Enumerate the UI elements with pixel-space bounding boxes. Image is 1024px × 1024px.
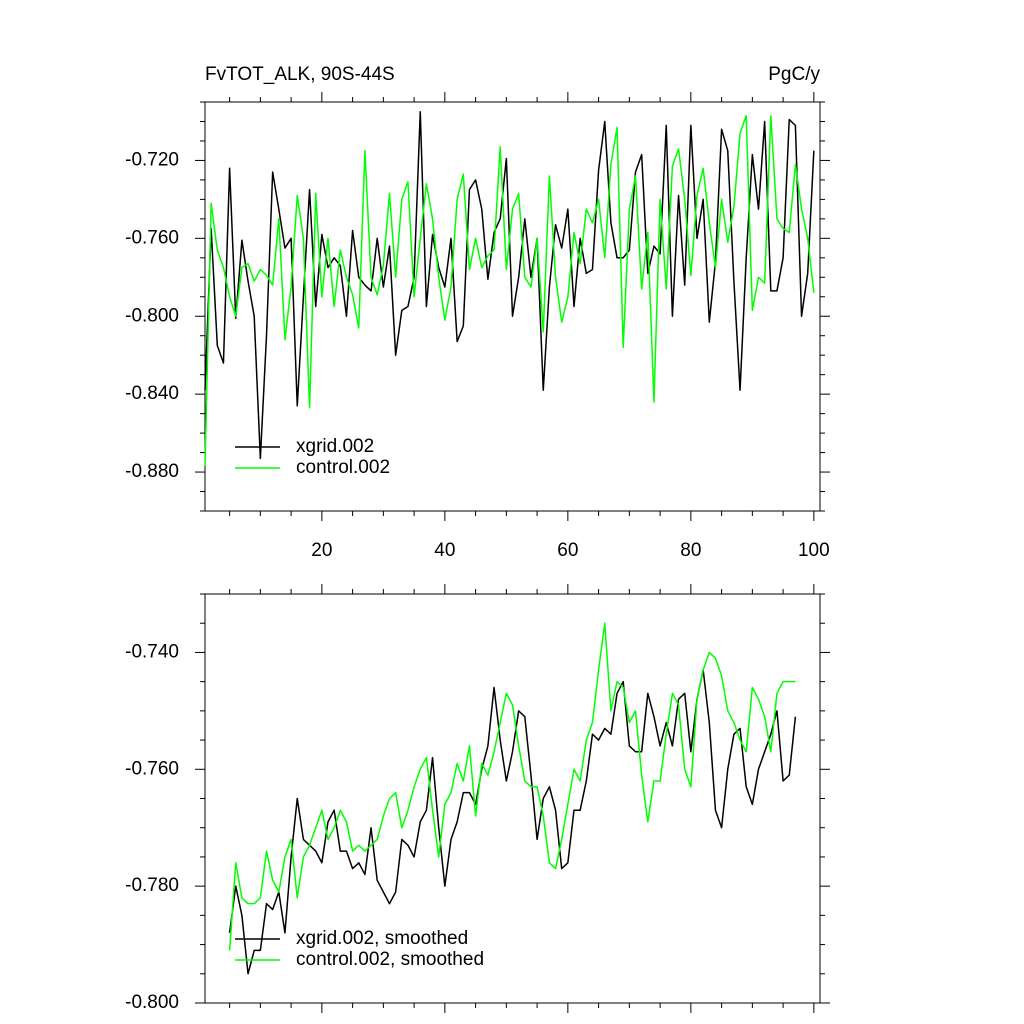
y-tick-label: -0.880 bbox=[125, 461, 179, 482]
legend-label: control.002, smoothed bbox=[296, 949, 484, 970]
chart-title: FvTOT_ALK, 90S-44S bbox=[205, 64, 395, 85]
y-tick-label: -0.740 bbox=[125, 641, 179, 662]
y-tick-label: -0.720 bbox=[125, 149, 179, 170]
legend-label: xgrid.002, smoothed bbox=[296, 928, 468, 949]
x-tick-label: 100 bbox=[798, 540, 830, 561]
x-tick-label: 40 bbox=[434, 540, 455, 561]
legend-label: control.002 bbox=[296, 457, 390, 478]
plot-frame bbox=[204, 101, 821, 512]
data-line bbox=[204, 114, 815, 467]
data-line bbox=[204, 110, 815, 460]
y-tick-label: -0.760 bbox=[125, 758, 179, 779]
x-tick-label: 80 bbox=[680, 540, 701, 561]
y-tick-label: -0.760 bbox=[125, 227, 179, 248]
y-tick-label: -0.780 bbox=[125, 875, 179, 896]
x-tick-label: 60 bbox=[557, 540, 578, 561]
y-tick-label: -0.800 bbox=[125, 305, 179, 326]
y-tick-label: -0.840 bbox=[125, 383, 179, 404]
x-tick-label: 20 bbox=[311, 540, 332, 561]
y-tick-label: -0.800 bbox=[125, 992, 179, 1013]
data-line bbox=[228, 622, 796, 951]
units-label: PgC/y bbox=[768, 64, 820, 85]
legend-label: xgrid.002 bbox=[296, 436, 374, 457]
